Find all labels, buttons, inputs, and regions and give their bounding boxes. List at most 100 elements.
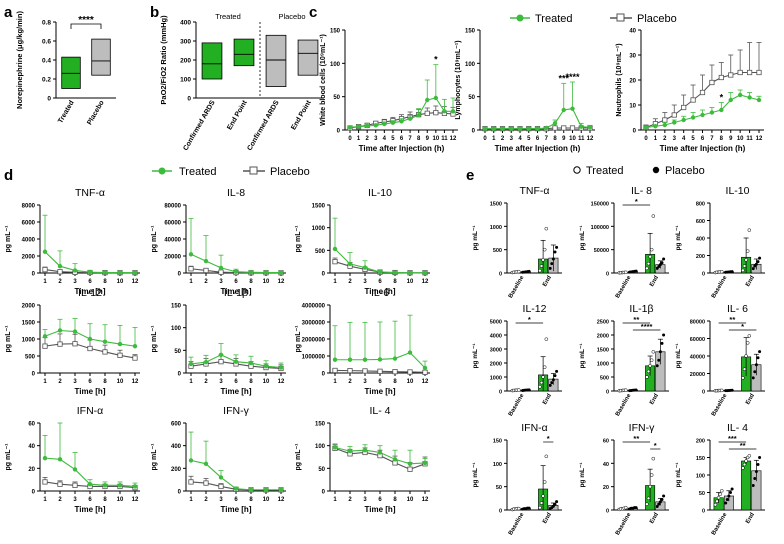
d3-x-label: Time [h] [365,287,396,296]
d8-point-treated [188,458,194,463]
e5-sig-label: ** [633,315,639,324]
legend-d-treated-label: Treated [179,166,217,178]
d7-point-treated [42,455,48,461]
e1-y-tick-label: 1000 [490,225,502,231]
b-box [297,39,319,76]
e3-dot-placebo [754,262,758,266]
e1-dot-treated [544,226,549,231]
e7-title: IFN-α [521,422,547,434]
c2-point-treated [587,125,593,130]
c2-point-treated [570,106,575,111]
d4-title: IL-12 [78,287,102,299]
e3-dot-placebo [730,270,734,274]
e2-y-label: pg mL⁻¹ [579,225,586,250]
d9-point-placebo [407,466,413,472]
e5-dot-placebo [662,333,666,337]
d4-point-placebo [57,341,63,347]
e9-y-tick-label: 100 [696,474,705,480]
d1-point-treated [132,270,138,275]
e4-dot-placebo [551,378,555,382]
e7-y-tick-label: 100 [493,462,502,468]
e2-dot-treated [624,270,628,275]
e7-dot-placebo [527,506,531,510]
e3-dot-placebo [756,260,760,264]
d6-y-label: pg mL⁻¹ [295,325,302,353]
d8-x-tick-label: 10 [263,497,270,503]
e6-y-tick-label: 20000 [690,372,705,378]
d4-point-placebo [87,345,93,352]
chart-e9: 0 50 100 150 200 pg mL⁻¹ IL- 4 Baseline End ***** [675,422,765,536]
e2-y-tick-label: 150000 [591,202,609,208]
d3-x-tick-label: 3 [363,279,367,285]
d9-y-tick-label: 0 [322,490,326,496]
e1-dot-placebo [553,250,557,254]
c3-point-treated [662,122,668,128]
legend-e-placebo-label: Placebo [665,165,705,177]
e8-dot-treated [645,502,649,506]
d4-point-treated [87,336,93,342]
c3-x-tick-label: 10 [737,136,744,142]
d2-point-treated [233,269,239,274]
c2-x-tick-label: 0 [483,136,487,142]
c1-point-placebo [433,110,439,116]
c3-point-treated [728,97,733,103]
d5-x-label: Time [h] [221,387,252,396]
d6-y-tick-label: 4000000 [302,304,326,310]
d3-point-treated [347,261,353,267]
e6-dot-treated [741,376,745,380]
d1-point-placebo [42,266,48,273]
e8-y-tick-label: 0 [606,509,609,515]
e9-sig-label: ** [740,441,746,450]
e4-y-tick-label: 0 [499,390,502,396]
c1-point-treated [425,97,430,103]
legend-c: Treated Placebo [510,13,677,25]
chart-b: 0 100 200 300 400 PaO2/FiO2 Ratio (mmHg) Confi… [159,12,324,152]
e6-x-tick-label: End [745,393,756,406]
c3-y-label: Neutrophils (10⁹mL⁻¹) [616,43,623,116]
d3-x-tick-label: 6 [378,279,382,285]
c3-annotation: * [720,93,724,103]
d8-x-label: Time [h] [221,505,252,514]
d2-x-tick-label: 2 [204,279,208,285]
d2-point-treated [203,258,209,264]
c1-point-treated [390,120,396,125]
d6-point-treated [347,357,353,362]
d3-point-treated [377,269,383,275]
d9-x-tick-label: 12 [422,497,429,503]
e1-dot-placebo [555,245,559,249]
d1-point-treated [42,249,48,254]
d6-y-tick-label: 0 [322,372,326,378]
c1-point-treated [382,121,387,127]
e5-dot-placebo [634,388,638,392]
b-box [233,38,255,67]
d6-x-tick-label: 10 [407,379,414,385]
panel-label-a: a [4,4,13,21]
e8-dot-treated [648,484,652,489]
e3-y-tick-label: 800 [696,202,705,208]
c1-y-tick-label: 150 [330,29,341,35]
d6-x-tick-label: 2 [348,379,352,385]
e7-dot-treated [517,506,521,511]
e8-dot-treated [651,456,656,461]
c2-y-tick-label: 50 [468,95,475,101]
a-sig-label: **** [78,15,94,26]
chart-e6: 0 20000 40000 60000 80000 pg mL⁻¹ IL- 6 Baselin… [675,303,765,417]
d6-x-tick-label: 1 [333,379,337,385]
e4-x-tick-label: End [542,393,553,406]
chart-e2: 0 50000 100000 150000 pg mL⁻¹ IL- 8 Baseline En… [579,185,669,299]
e8-y-tick-label: 60 [603,439,609,445]
c3-y-tick-label: 30 [629,54,636,60]
d1-x-tick-label: 10 [117,279,124,285]
c2-x-tick-label: 12 [587,136,594,142]
d9-point-treated [407,461,413,466]
e3-dot-treated [720,269,724,274]
c3-point-placebo [756,69,762,76]
e4-title: IL-12 [523,303,547,315]
c2-point-treated [526,126,531,131]
d7-y-tick-label: 0 [32,490,36,496]
c3-point-placebo [690,97,696,103]
d4-y-tick-label: 2000 [22,304,36,310]
d9-x-tick-label: 8 [393,497,397,503]
